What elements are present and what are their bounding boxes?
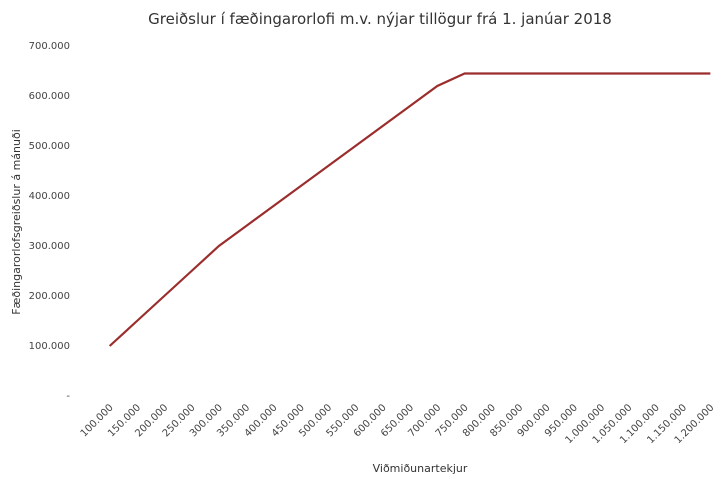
y-tick-label: 500.000: [29, 141, 70, 152]
y-tick-label: -: [66, 391, 70, 402]
data-line: [108, 72, 711, 347]
y-tick-label: 600.000: [29, 91, 70, 102]
chart-title: Greiðslur í fæðingarorlofi m.v. nýjar ti…: [148, 10, 612, 28]
y-tick-label: 100.000: [29, 341, 70, 352]
x-axis-title: Viðmiðunartekjur: [373, 462, 468, 475]
y-tick-label: 700.000: [29, 41, 70, 52]
y-tick-label: 400.000: [29, 191, 70, 202]
y-axis-title: Fæðingarorlofsgreiðslur á mánuði: [10, 129, 23, 315]
y-tick-label: 200.000: [29, 291, 70, 302]
y-tick-label: 300.000: [29, 241, 70, 252]
